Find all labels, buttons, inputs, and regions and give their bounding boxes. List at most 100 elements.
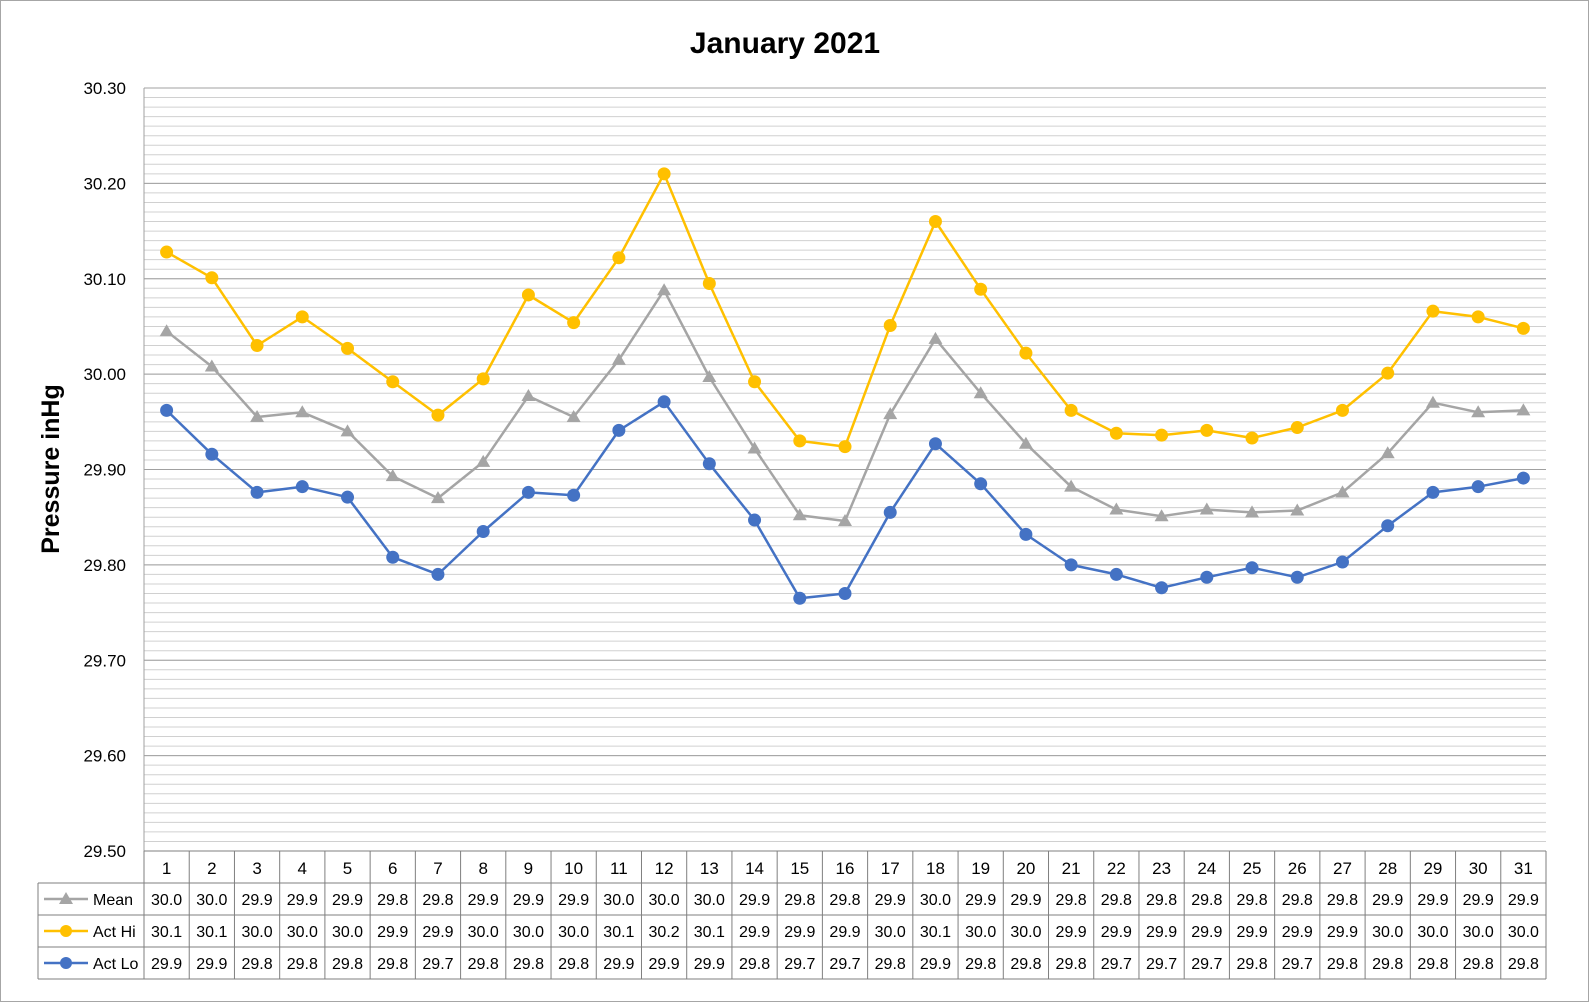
table-cell: 29.9 <box>241 892 272 909</box>
data-point <box>838 440 852 454</box>
data-point <box>928 331 943 344</box>
table-cell: 30.1 <box>694 924 725 941</box>
data-point <box>702 457 716 471</box>
table-cell: 29.9 <box>739 924 770 941</box>
gridlines <box>143 87 1546 852</box>
data-point <box>1064 479 1079 492</box>
table-cell: 29.9 <box>1146 924 1177 941</box>
data-point <box>1109 502 1124 515</box>
x-category-label: 16 <box>836 859 855 878</box>
table-cell: 29.9 <box>1010 892 1041 909</box>
data-point <box>386 550 400 564</box>
data-point <box>521 389 536 402</box>
y-axis-label: Pressure inHg <box>37 384 65 554</box>
series-act-lo <box>160 395 1530 605</box>
data-point <box>1019 527 1033 541</box>
table-cell: 30.1 <box>151 924 182 941</box>
x-category-label: 12 <box>655 859 674 878</box>
table-cell: 29.9 <box>965 892 996 909</box>
table-cell: 30.0 <box>196 892 227 909</box>
data-point <box>793 591 807 605</box>
data-point <box>1426 304 1440 318</box>
x-category-label: 23 <box>1152 859 1171 878</box>
data-point <box>702 277 716 291</box>
table-cell: 30.0 <box>241 924 272 941</box>
data-point <box>476 454 491 467</box>
data-point <box>838 514 852 527</box>
table-cell: 30.0 <box>558 924 589 941</box>
table-cell: 29.8 <box>558 956 589 973</box>
data-point <box>250 339 264 353</box>
table-cell: 29.8 <box>1282 892 1313 909</box>
data-point <box>160 245 174 259</box>
chart-title: January 2021 <box>690 27 880 60</box>
data-point <box>1335 485 1350 498</box>
table-cell: 29.9 <box>1508 892 1539 909</box>
table-cell: 29.9 <box>1101 924 1132 941</box>
table-cell: 29.8 <box>829 892 860 909</box>
data-point <box>1064 403 1078 417</box>
x-category-label: 25 <box>1243 859 1262 878</box>
table-cell: 30.0 <box>649 892 680 909</box>
table-cell: 30.0 <box>513 924 544 941</box>
table-cell: 29.7 <box>422 956 453 973</box>
data-point <box>521 485 535 499</box>
data-point <box>792 508 807 521</box>
data-point <box>1380 446 1395 459</box>
data-point <box>1335 555 1349 569</box>
table-cell: 29.9 <box>784 924 815 941</box>
table-cell: 29.8 <box>1146 892 1177 909</box>
table-cell: 29.9 <box>196 956 227 973</box>
x-category-label: 26 <box>1288 859 1307 878</box>
x-category-label: 5 <box>343 859 352 878</box>
data-point <box>386 375 400 389</box>
table-cell: 30.2 <box>649 924 680 941</box>
table-cell: 29.8 <box>1056 892 1087 909</box>
table-cell: 29.8 <box>784 892 815 909</box>
table-cell: 29.8 <box>468 956 499 973</box>
x-category-label: 4 <box>298 859 307 878</box>
data-point <box>476 372 490 386</box>
data-point <box>1516 403 1531 416</box>
table-cell: 29.8 <box>377 956 408 973</box>
table-cell: 29.9 <box>649 956 680 973</box>
data-point <box>1109 567 1123 581</box>
table-cell: 29.8 <box>1101 892 1132 909</box>
table-cell: 30.0 <box>603 892 634 909</box>
data-point <box>1245 505 1260 518</box>
y-tick-label: 29.70 <box>83 651 126 670</box>
table-cell: 30.0 <box>1508 924 1539 941</box>
x-category-label: 15 <box>790 859 809 878</box>
table-cell: 30.1 <box>603 924 634 941</box>
data-point <box>747 441 762 454</box>
data-point <box>1200 423 1214 437</box>
table-cell: 29.9 <box>332 892 363 909</box>
x-category-label: 11 <box>610 859 628 878</box>
table-cell: 29.9 <box>694 956 725 973</box>
data-point <box>250 485 264 499</box>
x-category-label: 8 <box>478 859 487 878</box>
data-point <box>431 408 445 422</box>
x-category-label: 18 <box>926 859 945 878</box>
table-cell: 29.9 <box>920 956 951 973</box>
data-point <box>1381 366 1395 380</box>
table-cell: 29.9 <box>875 892 906 909</box>
table-cell: 29.8 <box>1327 892 1358 909</box>
y-tick-label: 29.50 <box>83 842 126 861</box>
data-point <box>1245 431 1259 445</box>
table-cell: 29.9 <box>468 892 499 909</box>
legend-label: Act Hi <box>93 924 136 941</box>
table-cell: 30.1 <box>196 924 227 941</box>
x-category-label: 14 <box>745 859 764 878</box>
legend-key-marker <box>59 892 73 904</box>
table-cell: 29.7 <box>1101 956 1132 973</box>
table-cell: 30.0 <box>1463 924 1494 941</box>
table-cell: 30.1 <box>920 924 951 941</box>
data-point <box>973 386 988 399</box>
data-point <box>567 488 581 502</box>
x-category-label: 13 <box>700 859 719 878</box>
data-point <box>341 490 355 504</box>
table-cell: 29.8 <box>1372 956 1403 973</box>
table-cell: 29.8 <box>875 956 906 973</box>
table-cell: 29.9 <box>1463 892 1494 909</box>
